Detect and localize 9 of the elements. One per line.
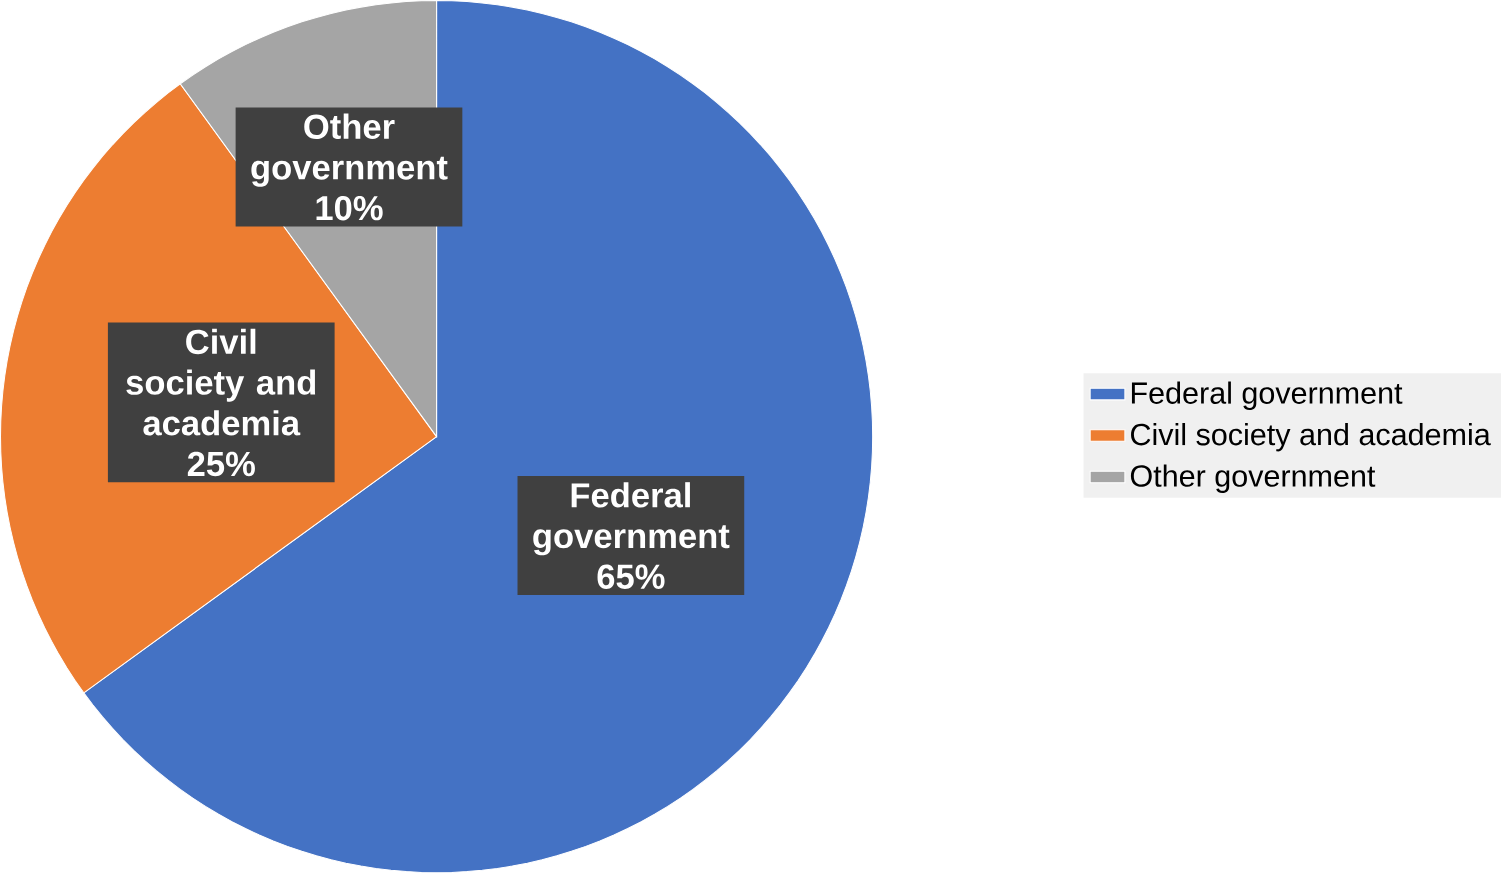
- slice-label: Civil society and academia: [126, 328, 316, 436]
- legend-label: Civil society and academia: [1131, 422, 1491, 452]
- data-label: 10%: [316, 195, 383, 221]
- data-label: 25%: [187, 451, 255, 477]
- slice-label: Federal government: [533, 482, 730, 556]
- legend-label: Other government: [1130, 464, 1376, 493]
- legend-label: Federal government: [1131, 381, 1403, 410]
- slice-label: Other government: [251, 113, 448, 187]
- data-label: 65%: [597, 564, 665, 589]
